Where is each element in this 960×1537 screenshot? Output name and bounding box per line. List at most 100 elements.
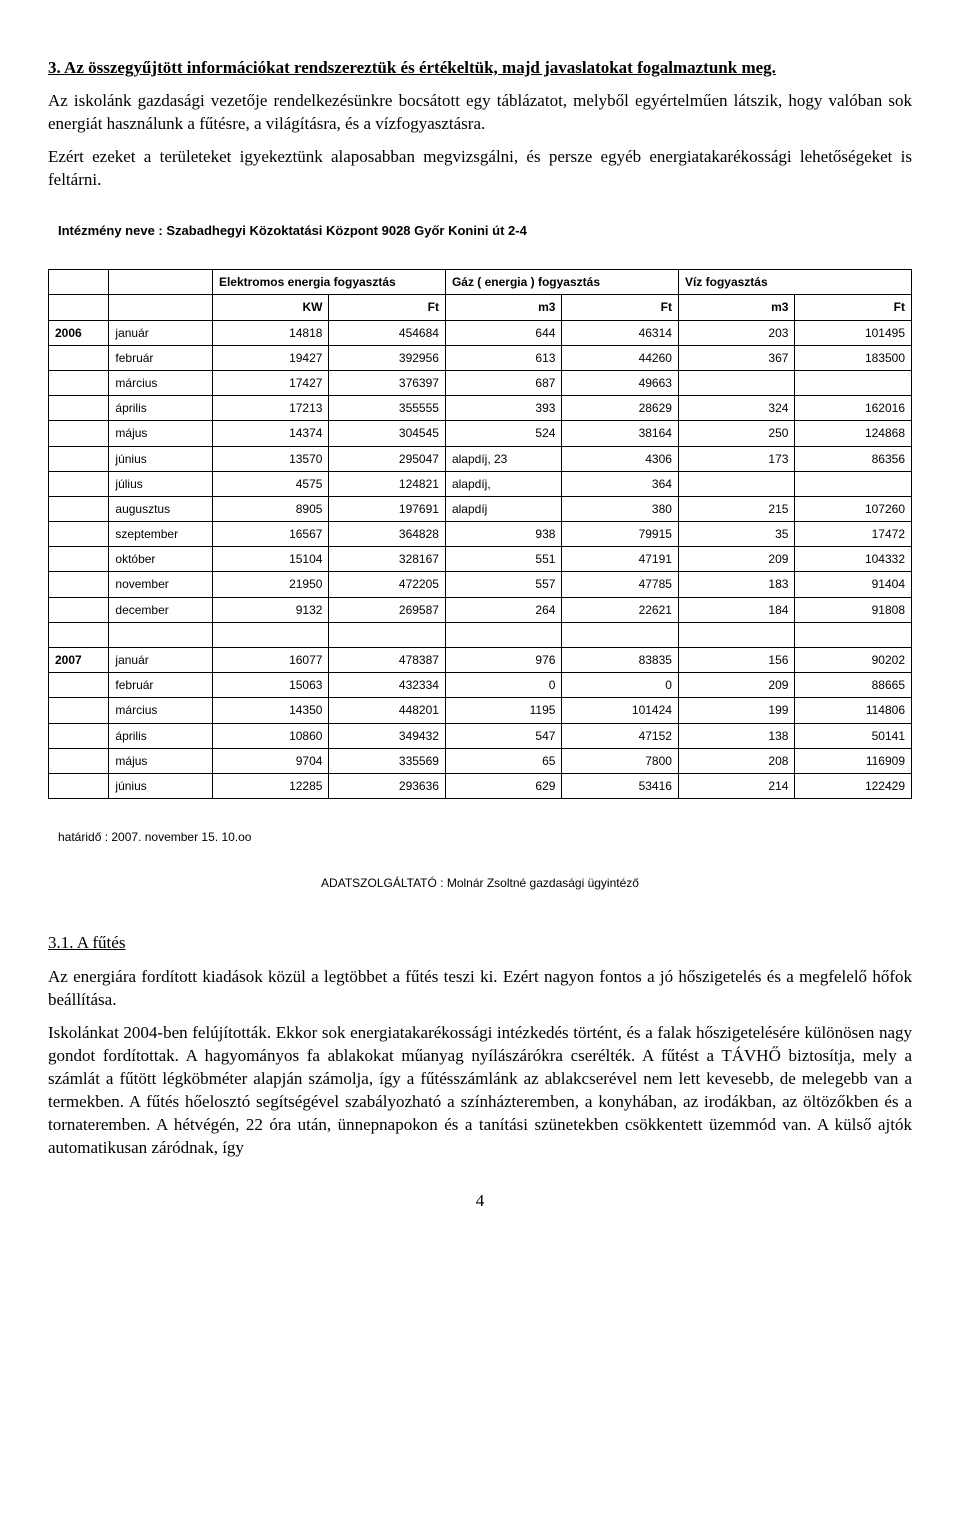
- table-cell: 432334: [329, 673, 446, 698]
- table-row: december91322695872642262118491808: [49, 597, 912, 622]
- header-blank-year: [49, 270, 109, 295]
- table-row: 2006január1481845468464446314203101495: [49, 320, 912, 345]
- table-cell: [49, 748, 109, 773]
- table-cell: [49, 698, 109, 723]
- intro-paragraph-2: Ezért ezeket a területeket igyekeztünk a…: [48, 146, 912, 192]
- table-cell: 14818: [212, 320, 329, 345]
- deadline-text: határidő : 2007. november 15. 10.oo: [58, 829, 912, 845]
- table-cell: 83835: [562, 648, 679, 673]
- table-cell: alapdíj, 23: [445, 446, 562, 471]
- table-group-header-row: Elektromos energia fogyasztás Gáz ( ener…: [49, 270, 912, 295]
- table-cell: [329, 622, 446, 647]
- table-row: június13570295047alapdíj, 23430617386356: [49, 446, 912, 471]
- table-cell: június: [109, 773, 213, 798]
- table-row: február150634323340020988665: [49, 673, 912, 698]
- table-cell: [49, 673, 109, 698]
- table-cell: 644: [445, 320, 562, 345]
- table-cell: 17427: [212, 370, 329, 395]
- table-cell: 687: [445, 370, 562, 395]
- page-number: 4: [48, 1190, 912, 1213]
- table-cell: február: [109, 673, 213, 698]
- table-cell: 65: [445, 748, 562, 773]
- table-cell: július: [109, 471, 213, 496]
- table-cell: 355555: [329, 396, 446, 421]
- table-cell: [795, 471, 912, 496]
- table-cell: 49663: [562, 370, 679, 395]
- header-electric: Elektromos energia fogyasztás: [212, 270, 445, 295]
- table-cell: 0: [445, 673, 562, 698]
- table-cell: [49, 370, 109, 395]
- table-cell: március: [109, 370, 213, 395]
- table-cell: 203: [678, 320, 795, 345]
- table-cell: [49, 471, 109, 496]
- header-ft-3: Ft: [795, 295, 912, 320]
- table-row: október1510432816755147191209104332: [49, 547, 912, 572]
- table-cell: 116909: [795, 748, 912, 773]
- table-cell: 53416: [562, 773, 679, 798]
- table-cell: 208: [678, 748, 795, 773]
- table-cell: 47152: [562, 723, 679, 748]
- table-cell: [212, 622, 329, 647]
- table-cell: 19427: [212, 345, 329, 370]
- table-spacer-row: [49, 622, 912, 647]
- table-row: 2007január160774783879768383515690202: [49, 648, 912, 673]
- table-cell: 9704: [212, 748, 329, 773]
- table-cell: 393: [445, 396, 562, 421]
- heating-paragraph-1: Az energiára fordított kiadások közül a …: [48, 966, 912, 1012]
- header-kw: KW: [212, 295, 329, 320]
- table-cell: 293636: [329, 773, 446, 798]
- table-cell: 16077: [212, 648, 329, 673]
- header-blank-month: [109, 270, 213, 295]
- table-cell: 199: [678, 698, 795, 723]
- table-cell: 14374: [212, 421, 329, 446]
- table-cell: 16567: [212, 522, 329, 547]
- table-cell: 15063: [212, 673, 329, 698]
- table-cell: május: [109, 421, 213, 446]
- header-water: Víz fogyasztás: [678, 270, 911, 295]
- table-cell: augusztus: [109, 496, 213, 521]
- table-row: július4575124821alapdíj,364: [49, 471, 912, 496]
- table-cell: 13570: [212, 446, 329, 471]
- table-cell: 50141: [795, 723, 912, 748]
- table-cell: 349432: [329, 723, 446, 748]
- table-cell: 367: [678, 345, 795, 370]
- subsection-heading: 3.1. A fűtés: [48, 932, 912, 955]
- table-cell: 17472: [795, 522, 912, 547]
- table-cell: 557: [445, 572, 562, 597]
- table-row: március143504482011195101424199114806: [49, 698, 912, 723]
- table-cell: február: [109, 345, 213, 370]
- table-cell: 454684: [329, 320, 446, 345]
- table-cell: 1195: [445, 698, 562, 723]
- table-cell: 173: [678, 446, 795, 471]
- table-cell: 183500: [795, 345, 912, 370]
- table-cell: június: [109, 446, 213, 471]
- table-cell: [49, 773, 109, 798]
- table-cell: [678, 370, 795, 395]
- header-ft-1: Ft: [329, 295, 446, 320]
- table-cell: december: [109, 597, 213, 622]
- table-cell: 9132: [212, 597, 329, 622]
- table-cell: 324: [678, 396, 795, 421]
- table-cell: 448201: [329, 698, 446, 723]
- header-m3-water: m3: [678, 295, 795, 320]
- table-cell: 551: [445, 547, 562, 572]
- table-cell: [49, 446, 109, 471]
- table-cell: [49, 421, 109, 446]
- table-cell: január: [109, 648, 213, 673]
- table-cell: 17213: [212, 396, 329, 421]
- table-row: november219504722055574778518391404: [49, 572, 912, 597]
- table-cell: 79915: [562, 522, 679, 547]
- table-cell: [445, 622, 562, 647]
- table-cell: 124868: [795, 421, 912, 446]
- table-cell: április: [109, 723, 213, 748]
- table-cell: 2006: [49, 320, 109, 345]
- table-cell: 0: [562, 673, 679, 698]
- section-heading: 3. Az összegyűjtött információkat rendsz…: [48, 57, 912, 80]
- table-cell: 209: [678, 547, 795, 572]
- table-row: április1721335555539328629324162016: [49, 396, 912, 421]
- table-cell: 376397: [329, 370, 446, 395]
- table-cell: 364828: [329, 522, 446, 547]
- table-row: március1742737639768749663: [49, 370, 912, 395]
- table-cell: október: [109, 547, 213, 572]
- table-row: május9704335569657800208116909: [49, 748, 912, 773]
